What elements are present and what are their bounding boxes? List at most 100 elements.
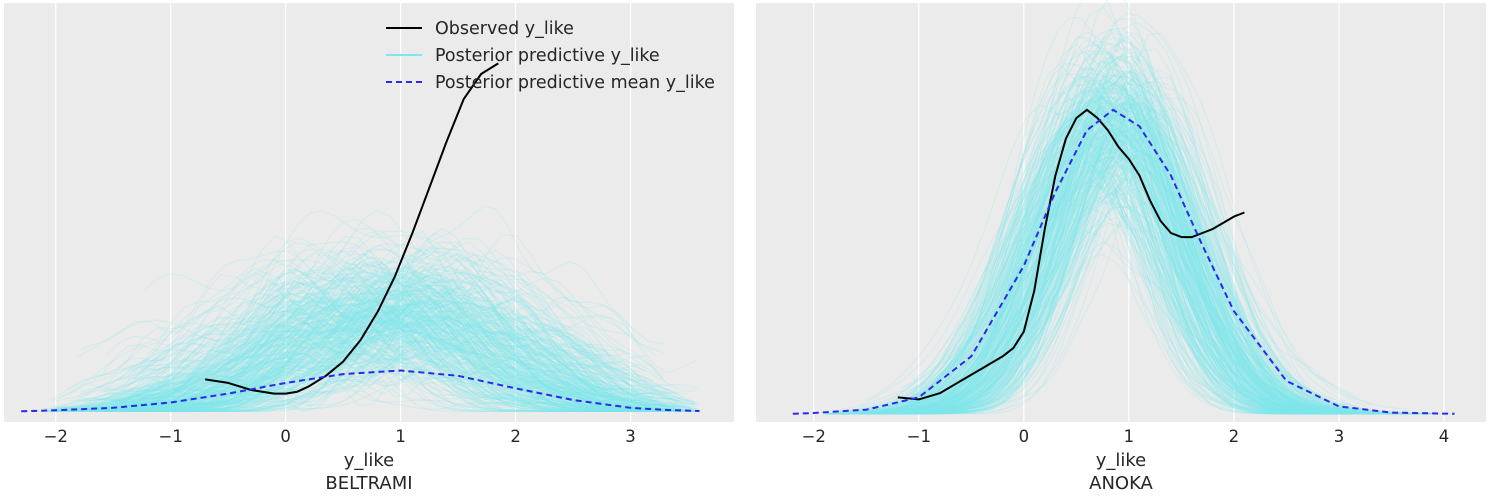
- posterior-predictive-line: [829, 141, 1370, 415]
- posterior-predictive-line: [884, 95, 1342, 414]
- posterior-predictive-line: [98, 290, 683, 410]
- posterior-predictive-line: [51, 305, 684, 412]
- posterior-predictive-line: [56, 270, 604, 410]
- posterior-predictive-line: [835, 158, 1357, 412]
- posterior-predictive-line: [135, 285, 662, 407]
- posterior-predictive-line: [843, 135, 1403, 415]
- posterior-predictive-line: [911, 55, 1401, 414]
- posterior-predictive-line: [145, 302, 622, 412]
- posterior-predictive-line: [832, 131, 1414, 415]
- posterior-predictive-line: [55, 283, 615, 412]
- posterior-predictive-line: [81, 300, 695, 412]
- posterior-predictive-line: [841, 159, 1416, 415]
- posterior-predictive-line: [893, 135, 1355, 415]
- posterior-predictive-line: [831, 136, 1348, 415]
- posterior-predictive-line: [842, 165, 1407, 415]
- legend-label-observed: Observed y_like: [435, 19, 574, 39]
- posterior-predictive-line: [47, 302, 624, 412]
- posterior-predictive-line: [72, 338, 613, 412]
- posterior-predictive-line: [908, 77, 1432, 415]
- posterior-predictive-line: [846, 116, 1433, 415]
- posterior-predictive-line: [903, 78, 1381, 415]
- posterior-predictive-line: [833, 148, 1352, 415]
- posterior-predictive-samples: [44, 205, 700, 412]
- posterior-predictive-line: [877, 136, 1398, 415]
- posterior-predictive-line: [78, 274, 648, 412]
- posterior-predictive-line: [862, 129, 1373, 415]
- posterior-predictive-line: [915, 86, 1419, 415]
- posterior-predictive-line: [112, 262, 644, 411]
- posterior-predictive-line: [63, 250, 684, 412]
- posterior-predictive-line: [53, 241, 693, 412]
- posterior-predictive-line: [77, 303, 629, 412]
- posterior-mean-line: [792, 108, 1455, 415]
- posterior-predictive-line: [69, 304, 619, 412]
- posterior-predictive-line: [93, 280, 670, 412]
- posterior-predictive-line: [894, 114, 1385, 415]
- posterior-predictive-line: [84, 266, 634, 408]
- posterior-predictive-line: [106, 310, 610, 412]
- posterior-predictive-line: [859, 156, 1390, 415]
- posterior-predictive-line: [860, 81, 1386, 415]
- posterior-predictive-line: [119, 210, 598, 396]
- posterior-predictive-line: [859, 126, 1388, 415]
- posterior-predictive-line: [85, 297, 677, 411]
- posterior-predictive-line: [866, 88, 1405, 415]
- posterior-predictive-line: [99, 281, 680, 412]
- posterior-predictive-line: [911, 106, 1357, 414]
- posterior-predictive-line: [136, 205, 633, 408]
- posterior-predictive-line: [60, 266, 624, 412]
- posterior-predictive-line: [142, 277, 612, 412]
- posterior-predictive-line: [46, 314, 637, 412]
- posterior-predictive-line: [893, 202, 1348, 415]
- posterior-predictive-line: [66, 324, 611, 412]
- posterior-predictive-line: [831, 94, 1365, 415]
- posterior-predictive-line: [104, 290, 656, 408]
- posterior-predictive-line: [125, 281, 695, 405]
- posterior-predictive-line: [889, 86, 1359, 414]
- posterior-predictive-line: [76, 345, 651, 412]
- posterior-predictive-line: [885, 55, 1392, 415]
- posterior-predictive-line: [866, 177, 1345, 413]
- posterior-predictive-line: [130, 303, 659, 412]
- posterior-predictive-line: [895, 154, 1375, 415]
- posterior-predictive-line: [916, 119, 1420, 415]
- posterior-predictive-line: [900, 180, 1420, 415]
- posterior-predictive-line: [99, 272, 633, 406]
- posterior-predictive-line: [118, 300, 696, 407]
- posterior-predictive-line: [830, 175, 1354, 415]
- posterior-predictive-line: [913, 47, 1360, 409]
- posterior-predictive-line: [65, 361, 646, 412]
- posterior-predictive-line: [904, 95, 1374, 414]
- posterior-predictive-line: [861, 18, 1401, 415]
- posterior-predictive-line: [139, 254, 655, 412]
- posterior-predictive-line: [918, 100, 1387, 415]
- posterior-predictive-line: [904, 17, 1375, 415]
- posterior-predictive-line: [120, 287, 622, 412]
- posterior-predictive-line: [843, 91, 1397, 415]
- posterior-predictive-line: [826, 56, 1341, 415]
- posterior-predictive-line: [897, 144, 1420, 415]
- posterior-predictive-line: [853, 134, 1416, 415]
- posterior-predictive-line: [131, 316, 658, 412]
- posterior-predictive-line: [860, 128, 1404, 415]
- posterior-predictive-line: [64, 279, 657, 412]
- posterior-predictive-line: [834, 114, 1404, 415]
- posterior-predictive-line: [860, 143, 1421, 415]
- x-tick-label: 4: [1439, 427, 1450, 446]
- posterior-predictive-line: [129, 304, 602, 411]
- posterior-predictive-line: [100, 259, 612, 412]
- posterior-predictive-line: [84, 290, 617, 411]
- posterior-predictive-line: [128, 326, 682, 412]
- posterior-predictive-line: [865, 57, 1395, 415]
- posterior-predictive-line: [879, 73, 1410, 415]
- posterior-predictive-line: [870, 115, 1364, 415]
- posterior-predictive-line: [898, 83, 1400, 415]
- posterior-predictive-line: [837, 126, 1369, 415]
- plot-panel-beltrami: −2 −1 0 1 2 3 y_like BELTRAMI: [4, 3, 734, 494]
- posterior-predictive-line: [848, 156, 1427, 415]
- posterior-predictive-line: [889, 203, 1366, 415]
- posterior-predictive-line: [89, 329, 670, 412]
- posterior-predictive-line: [109, 308, 630, 404]
- posterior-predictive-line: [123, 289, 683, 405]
